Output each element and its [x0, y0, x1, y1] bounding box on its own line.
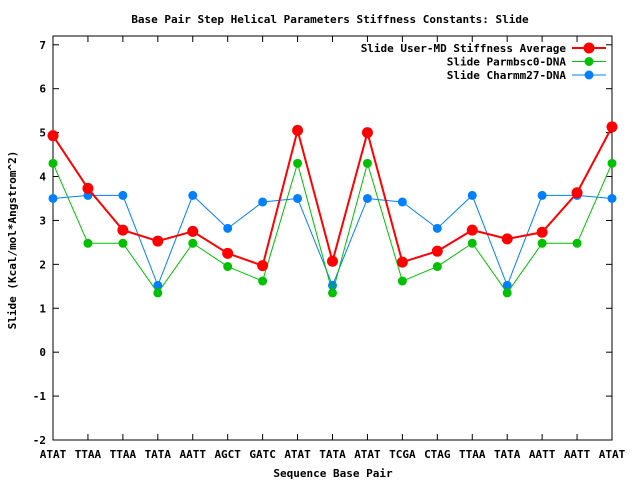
data-point [397, 276, 407, 286]
data-point [467, 238, 477, 248]
y-tick-label: 7 [39, 39, 46, 52]
data-point [117, 224, 129, 236]
data-point [606, 121, 618, 133]
x-tick-label: TCGA [389, 448, 416, 461]
y-tick-label: 1 [39, 302, 46, 315]
x-tick-label: ATAT [284, 448, 311, 461]
x-tick-label: TTAA [75, 448, 102, 461]
data-point [432, 262, 442, 272]
data-point [432, 223, 442, 233]
y-tick-label: 3 [39, 214, 46, 227]
x-tick-label: ATAT [599, 448, 626, 461]
series-group [47, 121, 618, 298]
series-1 [47, 121, 618, 272]
x-tick-label: ATAT [354, 448, 381, 461]
legend-entry: Slide Charmm27-DNA [447, 69, 606, 82]
data-point [502, 280, 512, 290]
series-line [52, 194, 613, 287]
x-tick-label: TTAA [459, 448, 486, 461]
legend-entry: Slide User-MD Stiffness Average [361, 42, 606, 55]
data-point [362, 193, 372, 203]
y-tick-label: -1 [33, 390, 47, 403]
data-point [293, 158, 303, 168]
data-point [152, 235, 164, 247]
data-point [328, 288, 337, 298]
data-point [47, 130, 59, 142]
series-2 [48, 158, 617, 298]
plot-border [52, 35, 613, 441]
data-point [572, 238, 582, 248]
y-axis-label: Slide (Kcal/mol*Angstrom^2) [6, 151, 19, 330]
data-point [501, 233, 513, 245]
data-point [258, 197, 268, 207]
x-tick-label: AATT [180, 448, 207, 461]
y-tick-label: 5 [39, 127, 46, 140]
data-point [467, 190, 477, 200]
data-point [48, 193, 58, 203]
data-point [362, 158, 372, 168]
data-point [257, 260, 269, 272]
data-point [118, 190, 128, 200]
data-point [536, 226, 548, 238]
y-tick-label: 4 [39, 171, 46, 184]
legend-label: Slide Parmbsc0-DNA [447, 56, 567, 69]
data-point [83, 238, 93, 248]
x-tick-label: TATA [494, 448, 521, 461]
data-point [153, 288, 163, 298]
x-tick-label: TTAA [110, 448, 137, 461]
y-tick-label: 6 [39, 83, 46, 96]
y-tick-label: -2 [33, 434, 46, 447]
legend-label: Slide Charmm27-DNA [447, 69, 567, 82]
axis-ticks: -2 -1 0 1 2 3 4 5 6 7 ATAT TTAA TTAA TATA AATT AGCT GATC… [33, 36, 626, 461]
data-point [82, 182, 94, 194]
data-point [607, 158, 617, 168]
data-point [537, 190, 547, 200]
data-point [361, 127, 373, 139]
series-line [52, 161, 613, 295]
data-point [258, 276, 268, 286]
x-tick-label: CTAG [424, 448, 451, 461]
legend-label: Slide User-MD Stiffness Average [361, 42, 567, 55]
data-point [502, 288, 512, 298]
legend-marker [584, 70, 594, 80]
data-point [607, 193, 617, 203]
data-point [431, 245, 443, 257]
x-tick-label: GATC [249, 448, 276, 461]
data-point [153, 280, 163, 290]
y-tick-label: 2 [39, 258, 46, 271]
plot-frame [52, 35, 613, 441]
legend-marker [584, 57, 594, 66]
data-point [537, 238, 547, 248]
series-3 [48, 190, 617, 290]
x-tick-label: AGCT [214, 448, 241, 461]
data-point [293, 193, 303, 203]
series-line [52, 126, 613, 267]
data-point [48, 158, 58, 168]
legend-entry: Slide Parmbsc0-DNA [447, 56, 606, 69]
x-axis-label: Sequence Base Pair [273, 467, 393, 480]
data-point [292, 124, 304, 136]
data-point [397, 197, 407, 207]
x-tick-label: AATT [529, 448, 556, 461]
data-point [118, 238, 128, 248]
x-tick-label: ATAT [40, 448, 67, 461]
y-tick-label: 0 [39, 346, 46, 359]
data-point [223, 223, 233, 233]
data-point [222, 247, 234, 259]
x-tick-label: AATT [564, 448, 591, 461]
x-tick-label: TATA [145, 448, 172, 461]
data-point [466, 224, 478, 236]
data-point [188, 190, 198, 200]
data-point [571, 187, 583, 199]
legend-marker [583, 42, 595, 54]
data-point [396, 256, 408, 268]
x-tick-label: TATA [319, 448, 346, 461]
chart-title: Base Pair Step Helical Parameters Stiffn… [131, 13, 529, 26]
data-point [223, 262, 233, 272]
data-point [327, 255, 338, 267]
data-point [187, 225, 199, 237]
data-point [188, 238, 198, 248]
